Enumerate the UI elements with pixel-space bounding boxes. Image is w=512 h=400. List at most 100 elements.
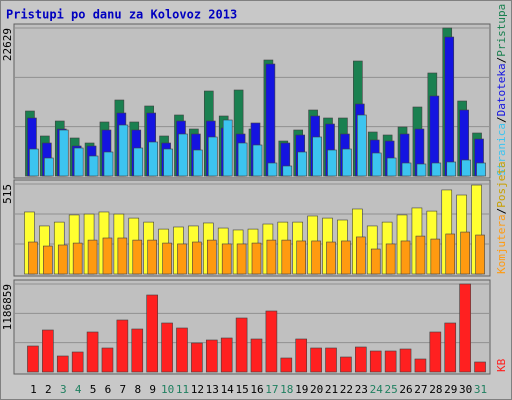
bar xyxy=(118,124,129,177)
bar xyxy=(459,283,471,373)
x-tick-label: 27 xyxy=(414,383,427,396)
x-tick-label: 12 xyxy=(191,383,204,396)
bar xyxy=(87,239,98,275)
x-tick-label: 6 xyxy=(105,383,112,396)
bar xyxy=(163,148,173,177)
bar xyxy=(28,241,38,275)
x-tick-label: 22 xyxy=(340,383,353,396)
bar xyxy=(133,147,144,177)
bar xyxy=(71,351,84,373)
x-tick-label: 30 xyxy=(459,383,472,396)
legend-separator: / xyxy=(495,57,508,64)
bar xyxy=(265,63,276,177)
x-tick-label: 7 xyxy=(120,383,127,396)
bar xyxy=(461,159,471,177)
x-tick-label: 24 xyxy=(370,383,384,396)
bar xyxy=(250,338,263,373)
bar xyxy=(178,133,188,177)
bar xyxy=(386,157,397,177)
bar xyxy=(400,240,411,275)
x-tick-label: 26 xyxy=(399,383,412,396)
x-tick-label: 10 xyxy=(161,383,174,396)
x-tick-label: 19 xyxy=(295,383,308,396)
bar xyxy=(102,237,113,275)
x-tick-label: 1 xyxy=(30,383,37,396)
bar xyxy=(236,243,247,275)
bar xyxy=(146,294,158,373)
bar xyxy=(72,242,83,275)
bar xyxy=(193,149,203,177)
bar xyxy=(101,347,114,373)
bar xyxy=(252,144,263,177)
bar xyxy=(57,244,68,275)
x-tick-label: 14 xyxy=(221,383,235,396)
bar xyxy=(327,149,337,177)
x-tick-label: 11 xyxy=(176,383,189,396)
bar xyxy=(205,339,218,373)
bar xyxy=(369,350,382,373)
x-tick-label: 20 xyxy=(310,383,323,396)
x-tick-label: 15 xyxy=(235,383,248,396)
bar xyxy=(117,237,128,275)
x-tick-label: 29 xyxy=(444,383,457,396)
bar xyxy=(355,346,367,373)
bar xyxy=(460,231,470,275)
bar xyxy=(222,119,233,177)
bar xyxy=(56,355,69,373)
bar xyxy=(371,152,382,177)
legend-separator: / xyxy=(495,116,508,123)
legend-entry: Stranica xyxy=(495,123,508,176)
bar xyxy=(265,310,278,373)
bar xyxy=(341,240,351,275)
legend-entry: Pristupa xyxy=(495,4,508,57)
legend-entry: Posjeta xyxy=(495,161,508,207)
y-tick-label: 1186859 xyxy=(1,284,14,330)
x-tick-label: 13 xyxy=(206,383,219,396)
chart-title: Pristupi po danu za Kolovoz 2013 xyxy=(6,8,237,22)
bar xyxy=(311,240,321,275)
legend-entry: KB xyxy=(495,358,508,372)
bar xyxy=(86,331,99,373)
bar xyxy=(444,322,457,373)
bar xyxy=(297,151,308,177)
bar xyxy=(88,155,99,177)
legend-entry: Komjutera xyxy=(495,214,508,274)
x-tick-label: 16 xyxy=(250,383,263,396)
x-tick-label: 4 xyxy=(75,383,82,396)
bar xyxy=(310,347,322,373)
x-tick-label: 25 xyxy=(385,383,398,396)
bar xyxy=(192,241,202,275)
x-tick-label: 28 xyxy=(429,383,442,396)
x-tick-label: 17 xyxy=(265,383,278,396)
bar xyxy=(220,337,233,373)
legend: KB xyxy=(495,358,508,372)
x-tick-label: 5 xyxy=(90,383,97,396)
bar xyxy=(399,348,412,373)
bar xyxy=(385,243,396,275)
x-tick-label: 2 xyxy=(45,383,52,396)
bar xyxy=(131,328,144,373)
bar xyxy=(296,240,307,275)
bar xyxy=(295,338,308,373)
bar xyxy=(177,243,187,275)
bar xyxy=(401,162,412,177)
y-tick-label: 515 xyxy=(1,184,14,204)
bar xyxy=(474,361,486,373)
bar xyxy=(357,114,367,177)
bar xyxy=(161,322,173,373)
bar xyxy=(431,162,442,177)
bar xyxy=(237,142,248,177)
bar xyxy=(280,357,293,373)
bar xyxy=(191,342,203,373)
x-tick-label: 9 xyxy=(149,383,156,396)
x-tick-label: 18 xyxy=(280,383,293,396)
x-tick-label: 3 xyxy=(60,383,67,396)
bar xyxy=(221,243,232,275)
bar xyxy=(281,239,292,275)
bar xyxy=(446,161,457,177)
bar xyxy=(476,162,486,177)
bar xyxy=(475,234,485,275)
bar xyxy=(207,136,218,177)
